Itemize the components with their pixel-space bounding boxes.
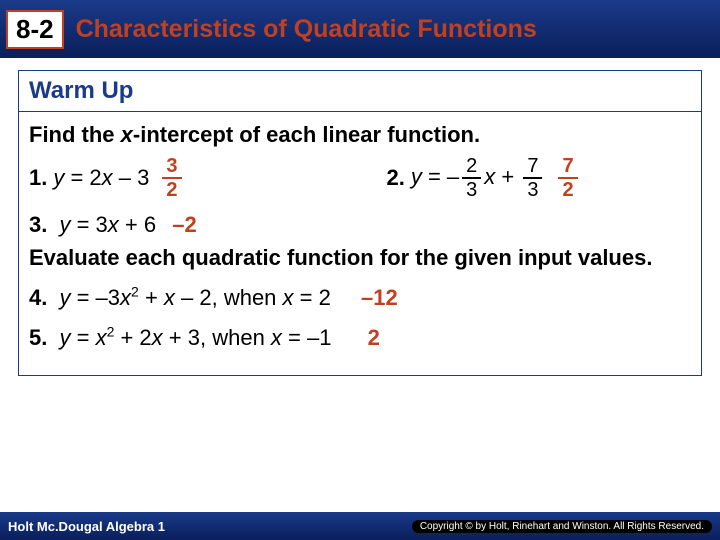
problem-equation: y = –23x + 73 — [411, 156, 546, 200]
problem-answer: –2 — [172, 212, 196, 237]
problem-equation: y = 3x + 6 — [59, 212, 156, 237]
problem-equation: y = 2x – 3 — [53, 163, 149, 193]
problem-number: 4. — [29, 285, 47, 310]
problem-2: 2. y = –23x + 73 72 — [386, 156, 691, 200]
problem-equation: y = –3x2 + x – 2, when x = 2 — [59, 285, 330, 310]
problem-answer: 72 — [555, 156, 580, 200]
section-number-badge: 8-2 — [6, 10, 64, 49]
problem-answer: 32 — [159, 156, 184, 200]
content-body: Find the x-intercept of each linear func… — [19, 112, 701, 375]
problem-5: 5. y = x2 + 2x + 3, when x = –1 2 — [29, 323, 691, 353]
problem-3: 3. y = 3x + 6 –2 — [29, 210, 691, 240]
header-title: Characteristics of Quadratic Functions — [76, 15, 537, 44]
footer-copyright: Copyright © by Holt, Rinehart and Winsto… — [412, 520, 712, 533]
problem-equation: y = x2 + 2x + 3, when x = –1 — [59, 325, 331, 350]
instruction-2: Evaluate each quadratic function for the… — [29, 243, 691, 273]
problem-answer: –12 — [361, 285, 398, 310]
problem-4: 4. y = –3x2 + x – 2, when x = 2 –12 — [29, 283, 691, 313]
problem-number: 3. — [29, 212, 47, 237]
problem-answer: 2 — [368, 325, 380, 350]
problem-number: 5. — [29, 325, 47, 350]
content-box: Warm Up Find the x-intercept of each lin… — [18, 70, 702, 376]
instruction-1: Find the x-intercept of each linear func… — [29, 120, 691, 150]
header-bar: 8-2 Characteristics of Quadratic Functio… — [0, 0, 720, 58]
warmup-title: Warm Up — [19, 71, 701, 112]
problem-1: 1. y = 2x – 3 32 — [29, 156, 386, 200]
problem-number: 2. — [386, 163, 404, 193]
footer-bar: Holt Mc.Dougal Algebra 1 Copyright © by … — [0, 512, 720, 540]
footer-textbook: Holt Mc.Dougal Algebra 1 — [8, 519, 165, 534]
problems-row-1-2: 1. y = 2x – 3 32 2. y = –23x + 73 72 — [29, 156, 691, 200]
problem-number: 1. — [29, 163, 47, 193]
